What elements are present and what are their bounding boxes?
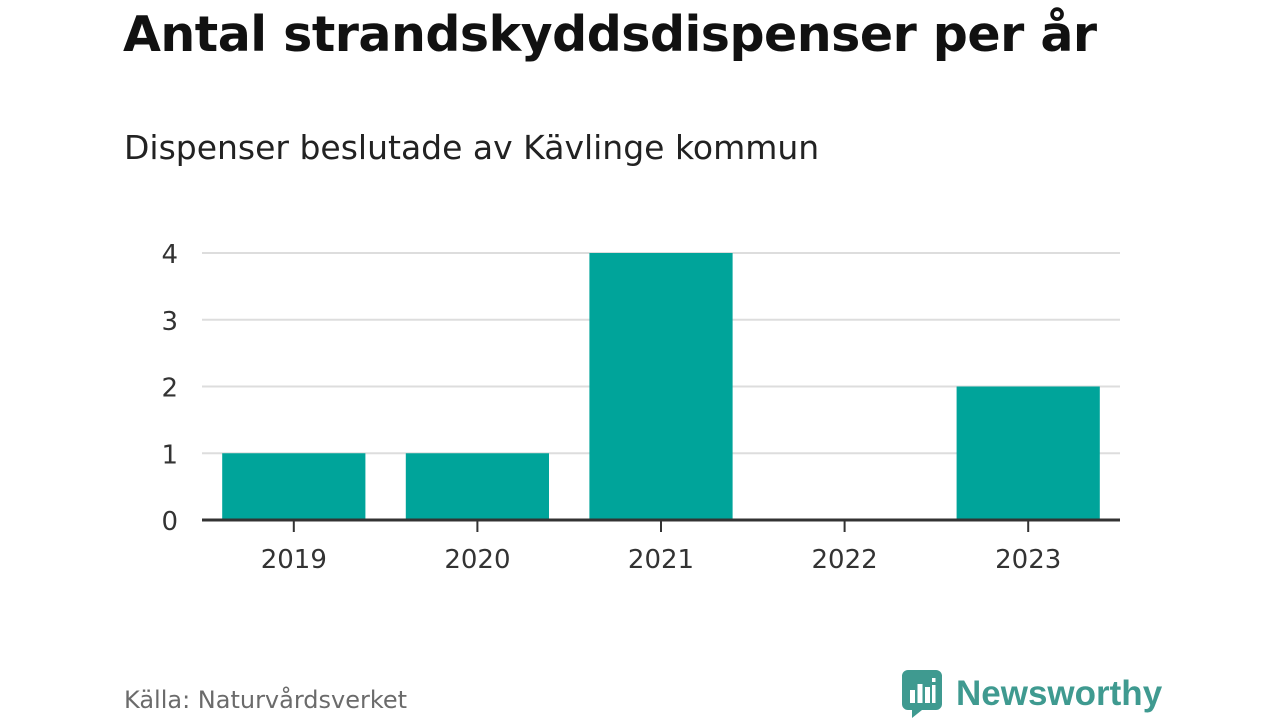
y-tick-label-1: 1 <box>161 440 178 470</box>
x-axis-tick-labels: 2019 2020 2021 2022 2023 <box>261 545 1062 575</box>
y-tick-label-0: 0 <box>161 507 178 537</box>
x-tick-label-2019: 2019 <box>261 545 327 575</box>
brand-name: Newsworthy <box>956 674 1163 713</box>
bar-2020 <box>405 453 550 520</box>
chart-subtitle: Dispenser beslutade av Kävlinge kommun <box>124 128 820 167</box>
x-tick-label-2021: 2021 <box>628 545 694 575</box>
brand-logo: Newsworthy <box>902 670 1162 718</box>
bar-2023 <box>956 386 1100 520</box>
bar-2019 <box>222 453 366 520</box>
source-note: Källa: Naturvårdsverket <box>124 686 408 714</box>
x-tick-label-2022: 2022 <box>812 545 878 575</box>
y-tick-label-3: 3 <box>161 307 178 337</box>
y-tick-label-4: 4 <box>161 240 178 270</box>
bar-2021 <box>589 253 733 520</box>
x-axis <box>202 518 1120 532</box>
x-tick-label-2023: 2023 <box>995 545 1061 575</box>
bars <box>222 253 1100 520</box>
chart-title: Antal strandskyddsdispenser per år <box>123 6 1097 63</box>
x-tick-label-2020: 2020 <box>444 545 510 575</box>
newsworthy-logo-icon <box>902 670 942 718</box>
y-tick-label-2: 2 <box>161 374 178 404</box>
y-axis-tick-labels: 0 1 2 3 4 <box>161 240 178 537</box>
